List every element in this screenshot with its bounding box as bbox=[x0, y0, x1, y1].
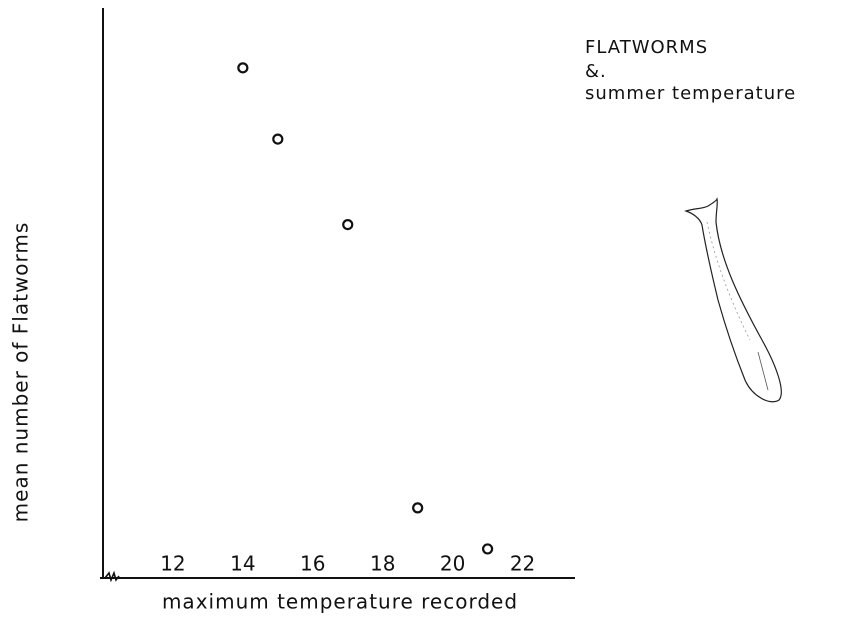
x-tick-label: 22 bbox=[510, 552, 535, 576]
x-tick-label: 16 bbox=[300, 552, 325, 576]
x-tick-label: 14 bbox=[230, 552, 255, 576]
data-point bbox=[413, 503, 422, 512]
flatworm-drawing bbox=[686, 199, 781, 402]
x-tick-label: 20 bbox=[440, 552, 465, 576]
x-axis-label: maximum temperature recorded bbox=[162, 590, 518, 614]
chart: FLATWORMS &. summer temperature maximum … bbox=[0, 0, 854, 639]
data-point bbox=[343, 220, 352, 229]
chart-title: &. bbox=[585, 61, 607, 82]
data-point bbox=[483, 544, 492, 553]
y-axis-label: mean number of Flatworms bbox=[9, 222, 33, 523]
chart-title: summer temperature bbox=[585, 83, 796, 104]
title-block: FLATWORMS &. summer temperature bbox=[585, 37, 796, 104]
x-tick-label: 18 bbox=[370, 552, 395, 576]
chart-title: FLATWORMS bbox=[585, 37, 708, 58]
data-point bbox=[273, 135, 282, 144]
page: {"chart_data": {"type": "scatter", "titl… bbox=[0, 0, 854, 639]
data-point bbox=[238, 63, 247, 72]
x-tick-label: 12 bbox=[160, 552, 185, 576]
